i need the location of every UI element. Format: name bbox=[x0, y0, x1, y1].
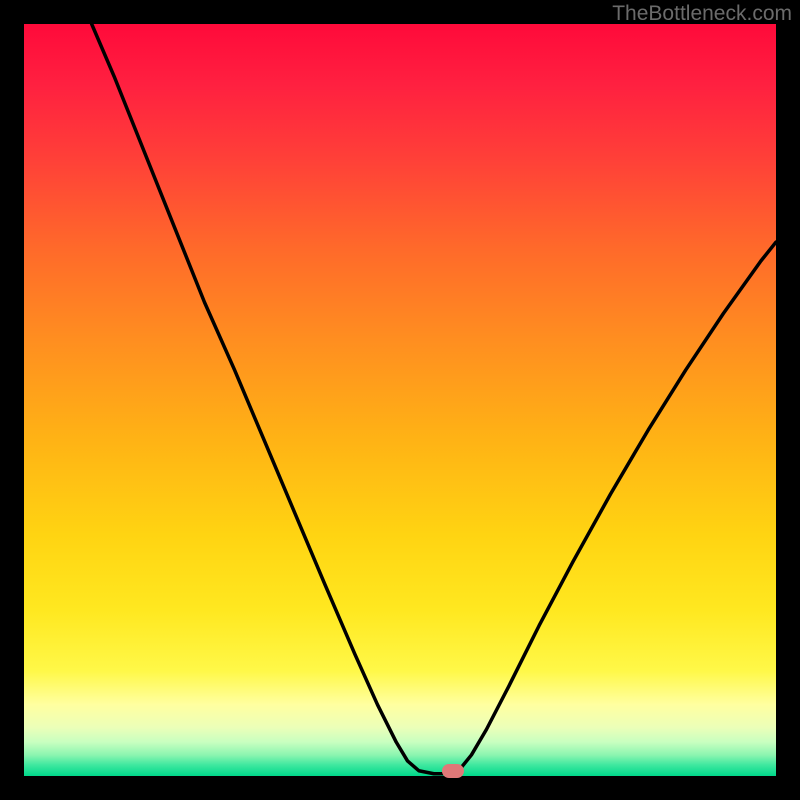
watermark-text: TheBottleneck.com bbox=[612, 2, 792, 26]
plot-area bbox=[24, 24, 776, 776]
optimal-point-marker bbox=[442, 764, 464, 778]
bottleneck-curve bbox=[24, 24, 776, 776]
